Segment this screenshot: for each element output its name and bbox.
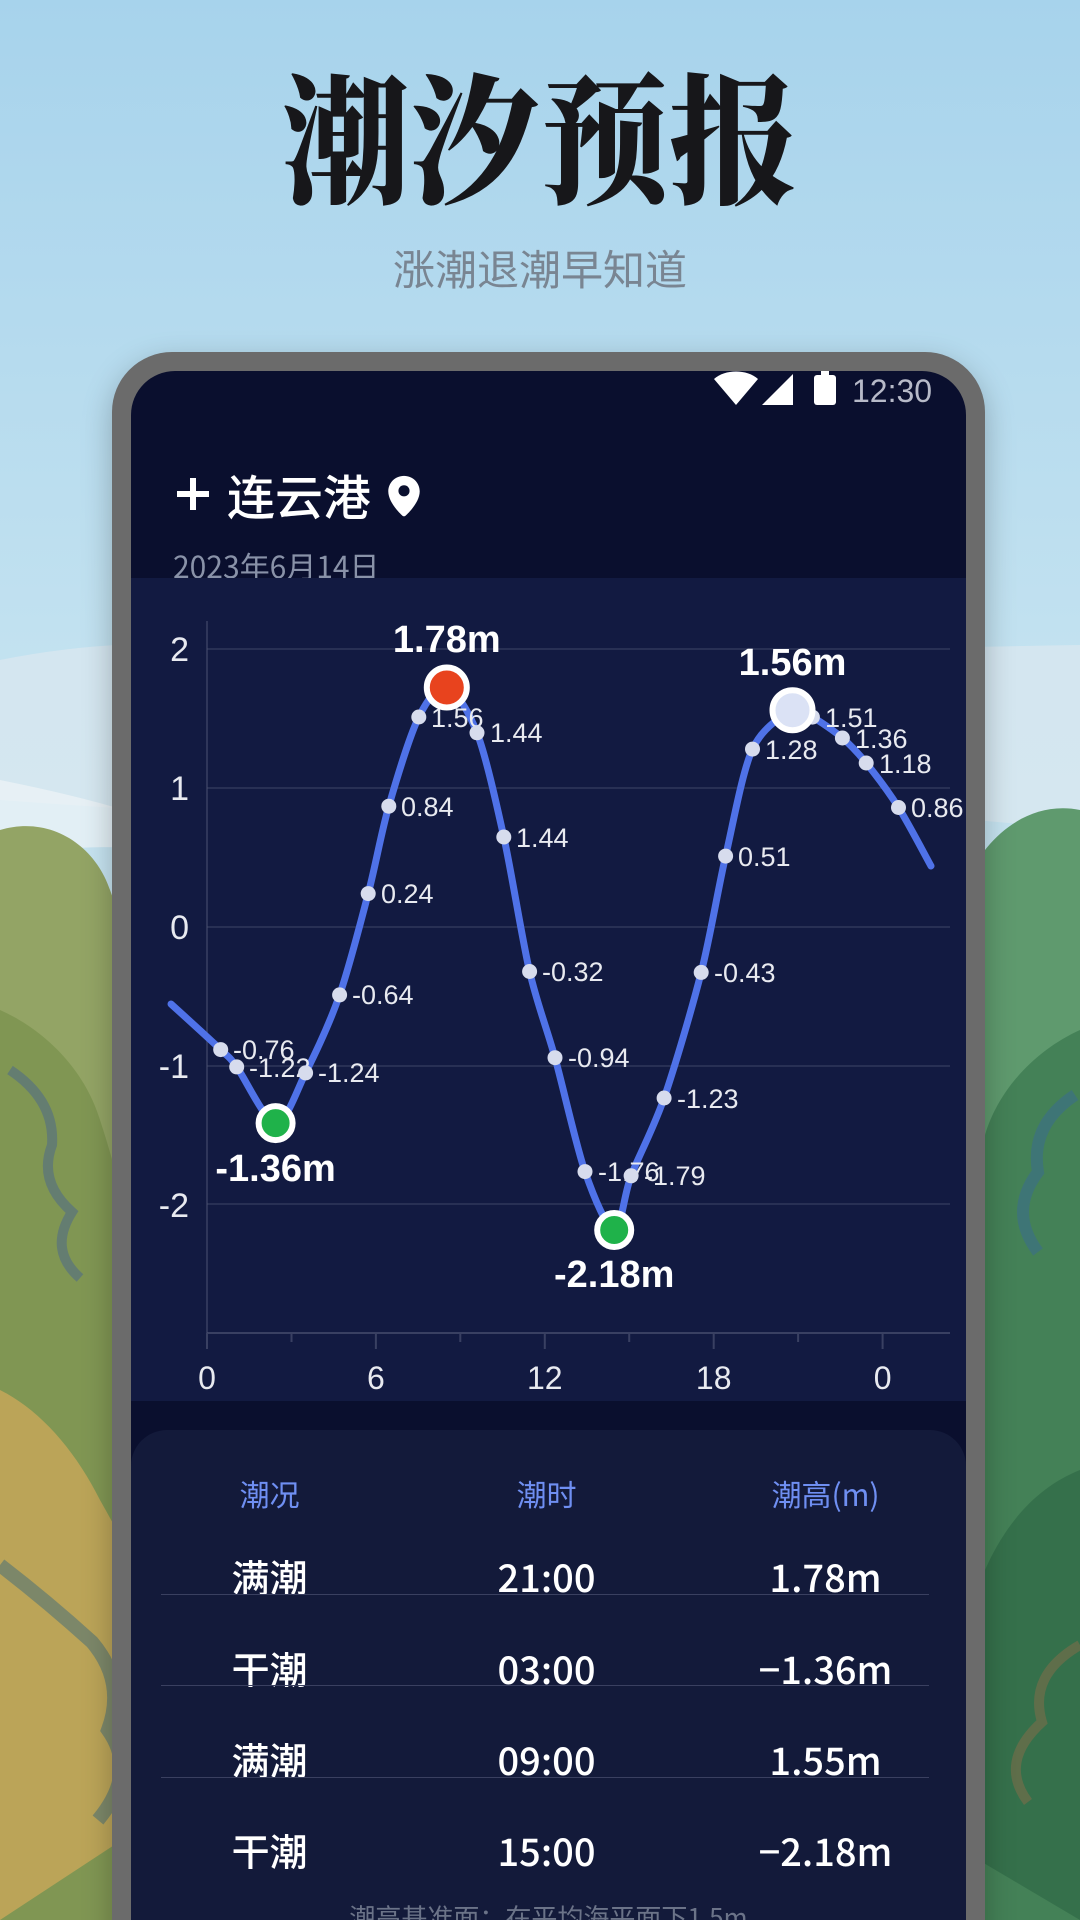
svg-text:-0.94: -0.94 xyxy=(568,1043,630,1073)
svg-text:0: 0 xyxy=(198,1360,216,1396)
svg-text:-0.43: -0.43 xyxy=(714,958,776,988)
svg-text:0.24: 0.24 xyxy=(381,879,434,909)
svg-text:1.56m: 1.56m xyxy=(739,642,847,684)
svg-text:-0.32: -0.32 xyxy=(542,957,604,987)
svg-text:-1.79: -1.79 xyxy=(644,1161,706,1191)
svg-text:0: 0 xyxy=(170,909,189,947)
svg-text:0.84: 0.84 xyxy=(401,792,454,822)
svg-text:-1: -1 xyxy=(159,1048,189,1086)
svg-text:-2: -2 xyxy=(159,1187,189,1225)
svg-text:-2.18m: -2.18m xyxy=(554,1254,674,1296)
svg-text:2: 2 xyxy=(170,631,189,669)
svg-text:0.86: 0.86 xyxy=(911,793,964,823)
svg-text:-0.64: -0.64 xyxy=(352,980,414,1010)
svg-text:1.44: 1.44 xyxy=(516,823,569,853)
svg-text:1.44: 1.44 xyxy=(490,718,543,748)
svg-text:1.28: 1.28 xyxy=(765,735,818,765)
svg-text:1.78m: 1.78m xyxy=(393,619,501,661)
svg-text:-1.23: -1.23 xyxy=(677,1084,739,1114)
svg-text:12: 12 xyxy=(527,1360,563,1396)
svg-text:0.51: 0.51 xyxy=(738,842,791,872)
svg-text:-1.36m: -1.36m xyxy=(215,1148,335,1190)
svg-text:18: 18 xyxy=(696,1360,732,1396)
svg-text:12:30: 12:30 xyxy=(852,373,932,409)
svg-text:-1.24: -1.24 xyxy=(318,1058,380,1088)
svg-text:1: 1 xyxy=(170,770,189,808)
svg-text:0: 0 xyxy=(874,1360,892,1396)
svg-text:1.18: 1.18 xyxy=(879,749,932,779)
svg-text:6: 6 xyxy=(367,1360,385,1396)
